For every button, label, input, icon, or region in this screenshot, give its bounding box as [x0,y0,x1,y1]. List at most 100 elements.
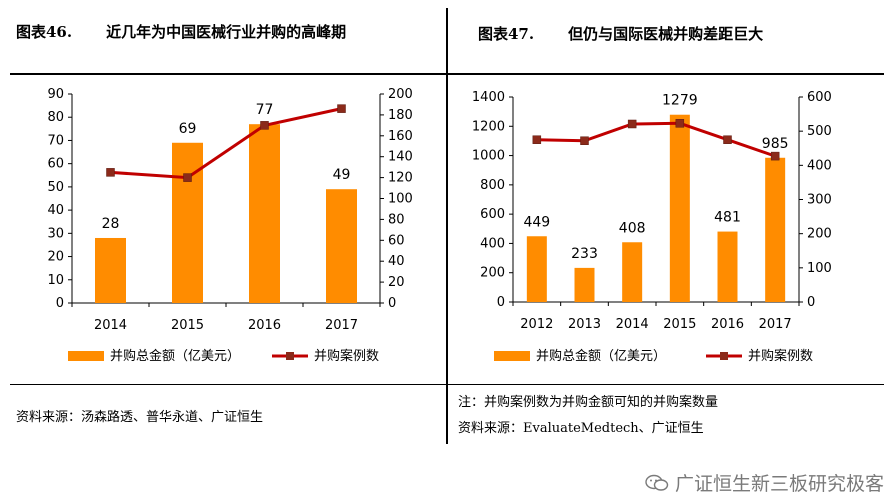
line-marker [723,135,732,144]
y-tick-right-label: 200 [807,227,832,242]
y-tick-left-label: 20 [47,250,64,265]
y-tick-left-label: 60 [47,157,64,172]
x-tick-label: 2017 [325,318,358,333]
y-tick-right-label: 500 [807,124,832,139]
wechat-icon [645,474,669,491]
line-marker [770,151,780,161]
bar [717,231,738,302]
bar [574,267,595,302]
x-tick-label: 2016 [711,317,744,332]
figure-47-caption: 但仍与国际医械并购差距巨大 [568,25,764,43]
chart-46: 0 10 20 30 40 50 60 70 80 90 0 20 40 60 80 100 120 140 160… [47,87,413,364]
series-line [536,121,776,158]
watermark: 广证恒生新三板研究极客 [645,469,884,496]
y-tick-left-label: 40 [47,203,64,218]
y-tick-left-label: 90 [47,87,64,102]
panel-divider [446,8,448,444]
legend-bar-label: 并购总金额（亿美元） [536,348,666,364]
line-marker [675,119,685,128]
bar [526,236,547,302]
top-rule-left [10,73,446,75]
data-label: 28 [102,216,120,232]
y-tick-left-label: 1000 [472,149,505,164]
figure-46-title: 图表46. 近几年为中国医械行业并购的高峰期 [16,20,436,44]
y-tick-left-label: 80 [47,110,64,125]
line-marker [337,104,346,113]
x-tick-label: 2014 [616,317,649,332]
y-tick-left-label: 30 [47,226,64,241]
figure-47-number: 图表47. [478,25,535,43]
figure-46-source: 资料来源：汤森路透、普华永道、广证恒生 [16,410,264,425]
watermark-text: 广证恒生新三板研究极客 [674,473,884,495]
legend-bar-swatch [68,351,104,361]
y-tick-right-label: 40 [388,254,405,269]
y-tick-right-label: 80 [388,212,405,227]
bar [95,237,126,303]
x-tick-label: 2015 [171,318,204,333]
bottom-rule [10,384,884,385]
top-rule-right [448,73,884,75]
y-tick-right-label: 20 [388,275,405,290]
y-tick-left-label: 1400 [472,90,505,105]
y-tick-left-label: 400 [480,236,505,251]
legend-line-marker [720,352,728,360]
data-label: 481 [714,210,741,226]
y-tick-right-label: 140 [388,150,413,165]
y-tick-right-label: 100 [807,261,832,276]
y-tick-right-label: 100 [388,192,413,207]
data-label: 1279 [662,93,698,109]
line-marker [260,121,269,130]
y-tick-right-label: 300 [807,193,832,208]
line-marker [580,136,589,145]
legend-line-label: 并购案例数 [314,348,379,364]
data-label: 49 [333,167,351,183]
figure-47-note: 注：并购案例数为并购金额可知的并购案数量 [458,395,719,410]
figure-46-caption: 近几年为中国医械行业并购的高峰期 [106,23,347,41]
data-label: 233 [571,246,598,262]
bar [765,157,786,302]
bar [326,189,357,303]
data-label: 77 [256,102,274,118]
figure-46-number: 图表46. [16,23,73,41]
y-tick-right-label: 60 [388,233,405,248]
legend-line-label: 并购案例数 [748,348,813,364]
line-marker [183,173,192,182]
y-tick-right-label: 0 [388,296,396,311]
x-tick-label: 2015 [663,317,696,332]
bar [249,124,280,303]
legend-bar-label: 并购总金额（亿美元） [110,348,240,364]
data-label: 449 [523,214,550,230]
y-tick-right-label: 120 [388,171,413,186]
y-tick-left-label: 70 [47,133,64,148]
series-line [110,107,342,180]
y-tick-left-label: 600 [480,207,505,222]
y-tick-left-label: 800 [480,178,505,193]
y-tick-right-label: 200 [388,87,413,102]
y-tick-left-label: 1200 [472,119,505,134]
legend-bar-swatch [494,351,530,361]
chart-47: 0 200 400 600 800 1000 1200 1400 0 100 200 300 400 50… [472,90,832,364]
y-tick-right-label: 180 [388,108,413,123]
x-tick-label: 2014 [94,318,127,333]
x-tick-label: 2012 [520,317,553,332]
line-marker [532,135,542,144]
y-tick-left-label: 10 [47,273,64,288]
x-tick-label: 2017 [759,317,792,332]
y-tick-left-label: 0 [497,295,505,310]
line-marker [106,168,115,177]
data-label: 69 [179,121,197,137]
line-marker [627,119,637,129]
y-tick-right-label: 400 [807,158,832,173]
figure-47-source: 资料来源：EvaluateMedtech、广证恒生 [458,421,704,436]
data-label: 408 [619,220,646,236]
bar [669,114,690,302]
bar [622,242,643,302]
y-tick-left-label: 0 [56,296,64,311]
y-tick-right-label: 0 [807,295,815,310]
y-tick-left-label: 50 [47,180,64,195]
bar [172,142,203,303]
y-tick-right-label: 600 [807,90,832,105]
y-tick-right-label: 160 [388,129,413,144]
y-tick-left-label: 200 [480,266,505,281]
x-tick-label: 2016 [248,318,281,333]
